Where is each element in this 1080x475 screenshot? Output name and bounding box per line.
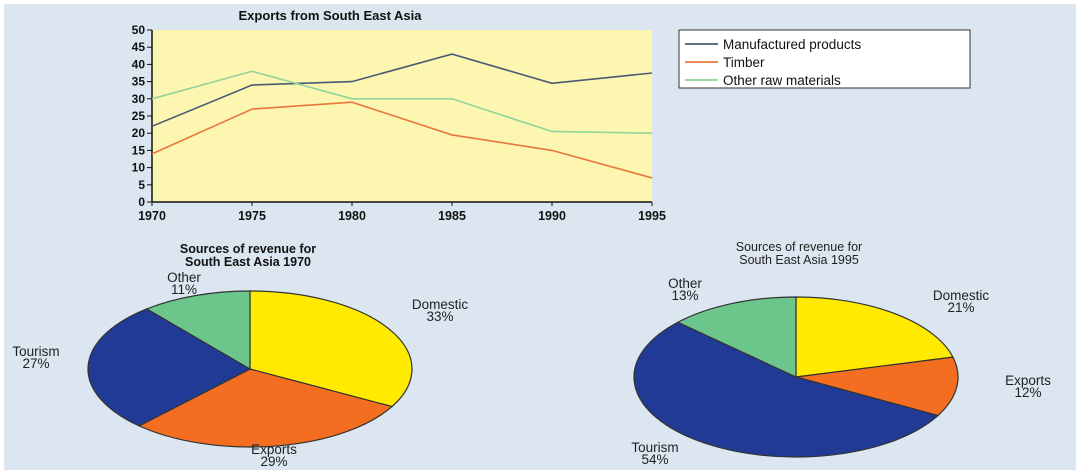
pie-1995-slice-other bbox=[676, 296, 797, 378]
pie-1970-slice-domestic bbox=[249, 290, 413, 408]
pie-1970-label-tourism: Tourism bbox=[12, 344, 59, 359]
y-tick-label: 15 bbox=[132, 143, 146, 157]
series-line-other-raw-materials bbox=[151, 70, 653, 134]
series-line-timber bbox=[151, 101, 653, 179]
pie-1970-label-exports: Exports bbox=[251, 442, 297, 457]
legend-entry: Timber bbox=[723, 55, 765, 70]
x-tick-label: 1980 bbox=[338, 209, 366, 223]
x-tick-label: 1990 bbox=[538, 209, 566, 223]
pie-1995-slice-domestic bbox=[795, 296, 954, 378]
legend-box bbox=[678, 29, 971, 89]
y-tick-label: 0 bbox=[138, 195, 145, 209]
pie-1995-label-other: Other bbox=[668, 276, 702, 291]
y-tick-label: 20 bbox=[132, 126, 146, 140]
legend: Manufactured products Timber Other raw mat… bbox=[678, 29, 971, 89]
pie-1970-title-line-1: Sources of revenue for bbox=[180, 242, 316, 256]
x-tick-label: 1985 bbox=[438, 209, 466, 223]
y-tick-label: 35 bbox=[132, 75, 146, 89]
y-tick-label: 25 bbox=[132, 109, 146, 123]
pie-chart-1970: Sources of revenue for South East Asia 1… bbox=[12, 242, 468, 469]
chart-canvas: Exports from South East Asia 0 5 10 15 20 25 3… bbox=[12, 8, 1051, 469]
chart-figure: Exports from South East Asia 0 5 10 15 20 25 3… bbox=[4, 4, 1076, 470]
line-chart-title: Exports from South East Asia bbox=[239, 8, 423, 23]
plot-area bbox=[152, 30, 652, 202]
y-tick-label: 40 bbox=[132, 57, 146, 71]
pie-1995-label-tourism: Tourism bbox=[631, 440, 678, 455]
x-tick-label: 1995 bbox=[638, 209, 666, 223]
pie-1970-label-other: Other bbox=[167, 270, 201, 285]
pie-1995-title-line-1: Sources of revenue for bbox=[736, 240, 862, 254]
x-tick-label: 1975 bbox=[238, 209, 266, 223]
y-tick-label: 5 bbox=[138, 178, 145, 192]
pie-1970-label-domestic: Domestic bbox=[412, 297, 469, 312]
pie-1970-title-line-2: South East Asia 1970 bbox=[185, 255, 311, 269]
pie-1995-slice-tourism bbox=[633, 321, 940, 458]
y-tick-label: 30 bbox=[132, 92, 146, 106]
legend-entry: Other raw materials bbox=[723, 73, 841, 88]
line-chart-exports: Exports from South East Asia 0 5 10 15 20 25 3… bbox=[132, 8, 971, 223]
pie-1970-slice-exports bbox=[137, 368, 394, 448]
pie-1995-value-other: 13% bbox=[671, 288, 698, 303]
pie-1970-value-tourism: 27% bbox=[22, 356, 49, 371]
pie-1995-value-tourism: 54% bbox=[641, 452, 668, 467]
y-tick-label: 45 bbox=[132, 40, 146, 54]
pie-1995-title-line-2: South East Asia 1995 bbox=[739, 253, 859, 267]
legend-entry: Manufactured products bbox=[723, 37, 861, 52]
pie-1995-value-domestic: 21% bbox=[947, 300, 974, 315]
pie-1995-label-exports: Exports bbox=[1005, 373, 1051, 388]
pie-1970-value-exports: 29% bbox=[260, 454, 287, 469]
pie-1970-slice-other bbox=[145, 290, 251, 371]
pie-1995-slice-exports bbox=[795, 356, 959, 417]
pie-1995-value-exports: 12% bbox=[1014, 385, 1041, 400]
pie-1970-value-other: 11% bbox=[171, 282, 197, 297]
pie-chart-1995: Sources of revenue for South East Asia 1… bbox=[631, 240, 1051, 467]
pie-1970-slice-tourism bbox=[87, 308, 252, 427]
y-tick-label: 50 bbox=[132, 23, 146, 37]
x-tick-label: 1970 bbox=[138, 209, 166, 223]
series-line-manufactured-products bbox=[151, 53, 653, 128]
y-tick-label: 10 bbox=[132, 161, 146, 175]
pie-1995-label-domestic: Domestic bbox=[933, 288, 990, 303]
pie-1970-value-domestic: 33% bbox=[426, 309, 453, 324]
